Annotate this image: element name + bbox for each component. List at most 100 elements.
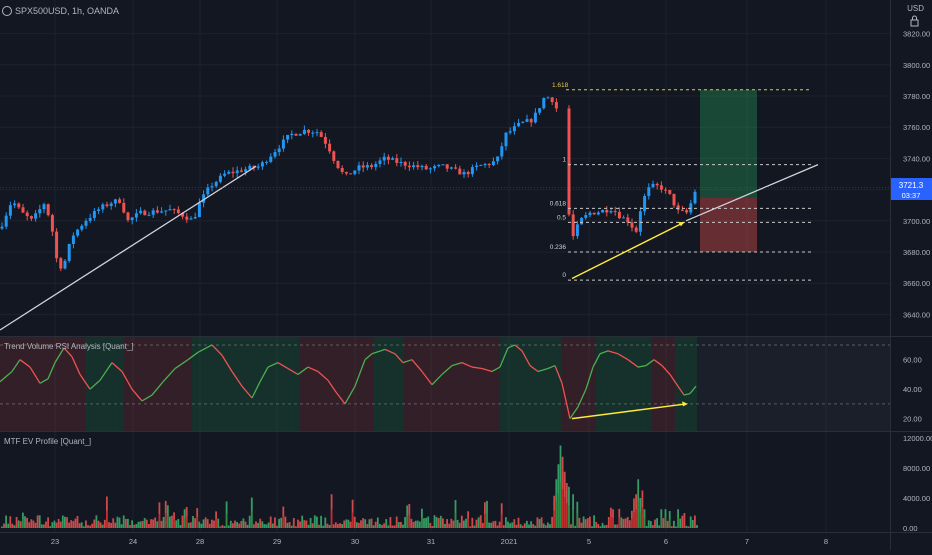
- volume-bar-inner: [22, 519, 24, 528]
- volume-bar: [347, 519, 350, 528]
- candle-body: [294, 133, 298, 136]
- candles[interactable]: [0, 96, 697, 272]
- rsi-segment: [259, 366, 269, 383]
- volume-bar-inner: [454, 512, 457, 528]
- candle-body: [235, 170, 239, 174]
- rsi-zone: [192, 337, 300, 431]
- candle-body: [260, 162, 264, 167]
- candle-body: [521, 121, 525, 123]
- volume-bar: [208, 523, 211, 528]
- rsi-segment: [364, 353, 373, 361]
- candle-body: [181, 213, 185, 217]
- volume-bar: [190, 522, 192, 528]
- volume-bar: [194, 518, 196, 528]
- rsi-segment: [499, 347, 509, 368]
- candle-body: [193, 217, 197, 219]
- collapse-icon[interactable]: [2, 6, 12, 16]
- rsi-segment: [521, 350, 531, 366]
- candle-body: [97, 209, 101, 211]
- candle-body: [508, 131, 512, 133]
- volume-bar: [526, 520, 528, 528]
- volume-bar: [187, 522, 190, 528]
- rsi-divergence-arrow: [571, 403, 687, 420]
- volume-bar-inner: [559, 482, 562, 528]
- candle-body: [395, 158, 399, 163]
- volume-bar: [217, 518, 220, 528]
- candle-body: [454, 167, 458, 169]
- volume-bar: [38, 515, 41, 528]
- volume-bar: [160, 520, 163, 528]
- volume-bar: [696, 525, 698, 528]
- candle-body: [197, 202, 201, 218]
- candle-body: [349, 173, 353, 175]
- drawings[interactable]: 1.618 1 0.618 0.5 0.236 0: [0, 82, 890, 331]
- rsi-indicator-title[interactable]: Trend Volume RSI Analysis [Quant_]: [4, 342, 134, 351]
- volume-bar: [204, 517, 207, 528]
- volume-indicator-title[interactable]: MTF EV Profile [Quant_]: [4, 437, 91, 446]
- volume-bar: [328, 524, 331, 528]
- volume-bars: [1, 445, 698, 528]
- volume-bar: [670, 526, 673, 528]
- volume-bar: [221, 525, 224, 528]
- rsi-segment: [683, 392, 691, 396]
- volume-bar: [662, 518, 665, 528]
- volume-bar: [299, 521, 301, 528]
- volume-bar: [261, 521, 264, 528]
- volume-bar: [17, 520, 20, 528]
- candle-body: [475, 165, 479, 168]
- volume-bar: [30, 519, 33, 528]
- volume-bar-inner: [106, 510, 108, 528]
- rsi-segment: [151, 381, 164, 396]
- rsi-segment: [354, 359, 366, 387]
- price-axis-label: 3700.00: [903, 217, 930, 226]
- volume-bar: [68, 522, 70, 528]
- volume-bar-inner: [660, 517, 663, 528]
- volume-bar: [649, 521, 652, 528]
- volume-bar: [95, 515, 98, 528]
- volume-bar: [200, 523, 203, 528]
- volume-bar: [24, 516, 26, 528]
- rsi-segment: [231, 371, 243, 387]
- candle-body: [491, 161, 495, 166]
- currency-lock-icon[interactable]: [910, 15, 919, 27]
- rsi-segment: [617, 353, 629, 361]
- volume-bar: [43, 524, 45, 528]
- rsi-segment: [491, 366, 501, 373]
- candle-body: [286, 134, 290, 140]
- volume-bar: [248, 515, 251, 528]
- volume-bar: [624, 518, 627, 528]
- volume-bar: [122, 515, 125, 528]
- volume-bar: [89, 525, 91, 528]
- candle-body: [630, 222, 634, 228]
- candle-body: [605, 210, 609, 213]
- volume-bar: [513, 519, 516, 528]
- candle-body: [8, 205, 12, 216]
- candle-body: [244, 169, 248, 172]
- volume-bar: [339, 523, 341, 528]
- candle-body: [147, 214, 151, 216]
- volume-bar: [72, 520, 75, 528]
- volume-bar: [219, 526, 222, 528]
- volume-bar: [341, 524, 343, 528]
- rsi-segment: [39, 378, 49, 384]
- volume-bar-inner: [215, 518, 217, 528]
- volume-bar-inner: [250, 511, 253, 528]
- candle-body: [538, 108, 542, 113]
- volume-bar: [332, 524, 335, 528]
- volume-bar: [456, 519, 459, 528]
- volume-bar: [538, 519, 541, 528]
- candle-body: [189, 218, 193, 220]
- rsi-segment: [71, 356, 81, 375]
- volume-bar: [232, 523, 234, 528]
- candle-body: [470, 167, 474, 175]
- candle-body: [302, 129, 306, 134]
- position-boxes[interactable]: [700, 89, 757, 252]
- volume-bar: [175, 520, 178, 528]
- candle-body: [122, 202, 126, 213]
- candle-body: [651, 183, 655, 188]
- candle-body: [622, 217, 626, 219]
- rsi-line: [0, 344, 697, 420]
- volume-bar-inner: [486, 513, 488, 528]
